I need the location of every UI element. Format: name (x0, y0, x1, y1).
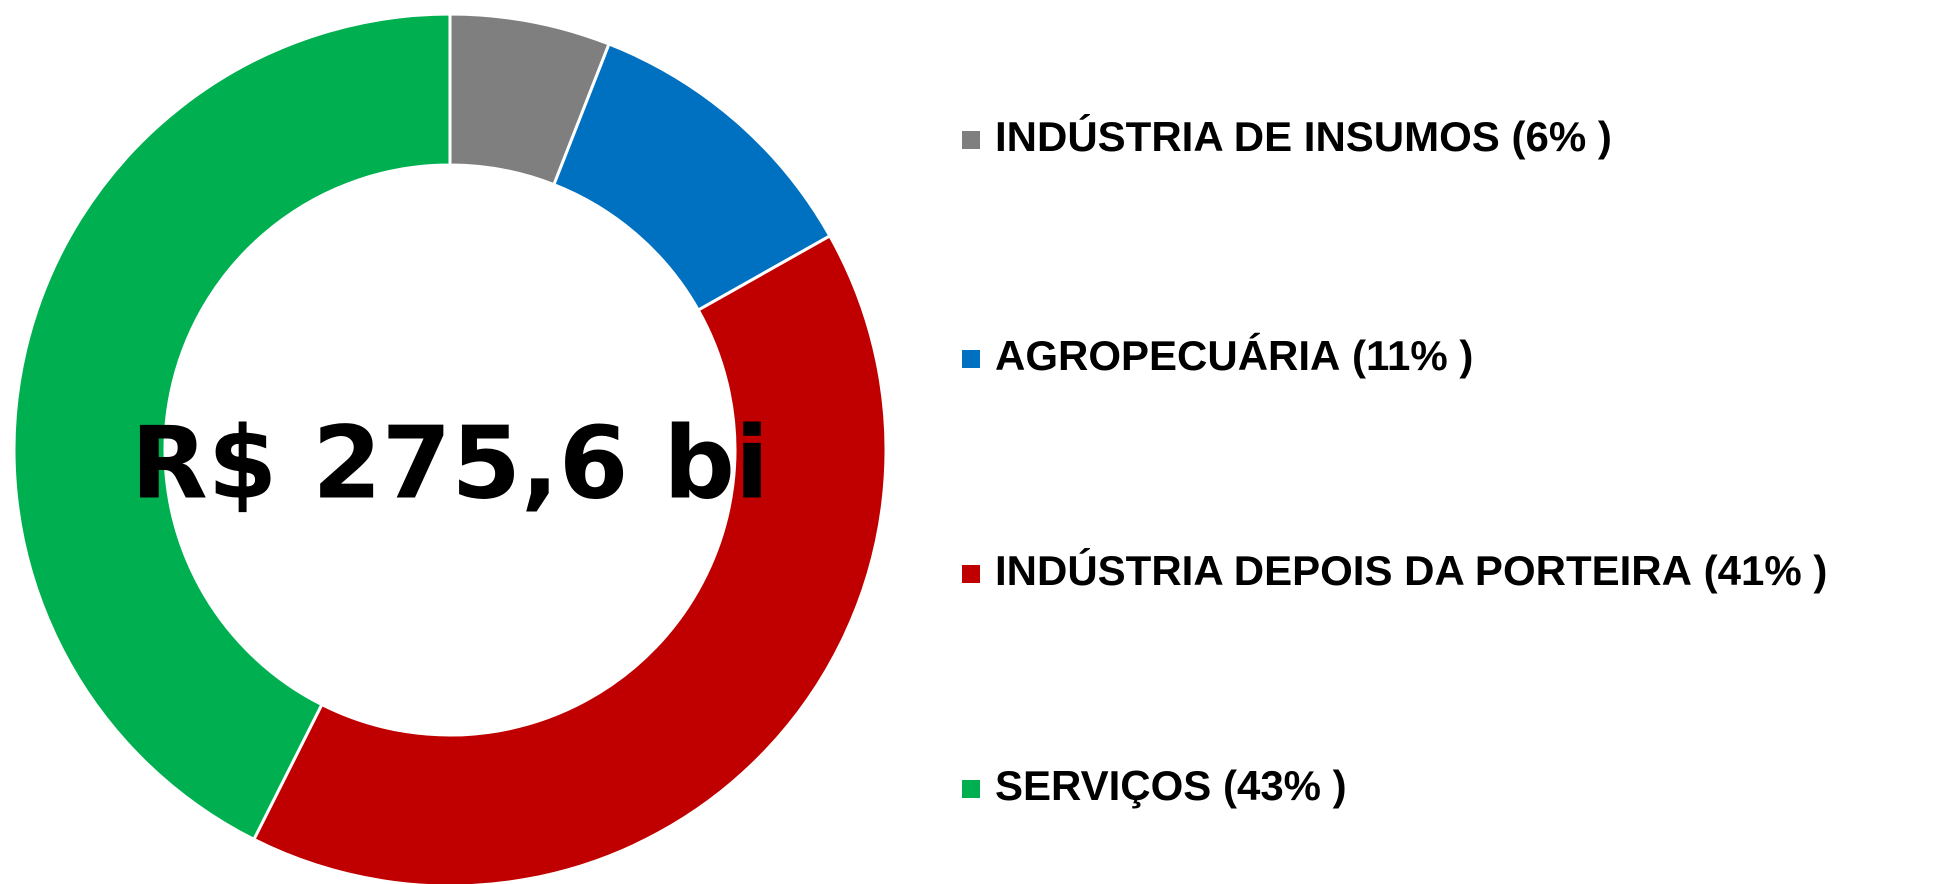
legend-space (1500, 113, 1512, 160)
donut-slice (251, 233, 888, 884)
legend-swatch (962, 131, 980, 149)
legend-space (1692, 547, 1704, 594)
legend-label: SERVIÇOS (995, 762, 1211, 809)
donut-slice (12, 12, 452, 842)
legend-text: INDÚSTRIA DE INSUMOS (6% ) (995, 112, 1612, 160)
legend-value-label: (43% ) (1223, 762, 1347, 809)
legend-value-label: (41% ) (1704, 547, 1828, 594)
legend-swatch (962, 565, 980, 583)
legend-swatch (962, 350, 980, 368)
legend-text: SERVIÇOS (43% ) (995, 762, 1347, 809)
center-label: R$ 275,6 bi (131, 404, 769, 521)
legend-text: INDÚSTRIA DEPOIS DA PORTEIRA (41% ) (995, 546, 1827, 594)
legend-label: INDÚSTRIA DEPOIS DA PORTEIRA (995, 546, 1692, 594)
legend-label: INDÚSTRIA DE INSUMOS (995, 112, 1500, 160)
legend-value-label: (11% ) (1352, 332, 1473, 379)
legend-space (1211, 762, 1223, 809)
legend-value-label: (6% ) (1511, 113, 1611, 160)
legend-label: AGROPECUÁRIA (995, 332, 1340, 379)
legend-space (1340, 332, 1352, 379)
legend-swatch (962, 780, 980, 798)
legend-text: AGROPECUÁRIA (11% ) (995, 332, 1473, 379)
